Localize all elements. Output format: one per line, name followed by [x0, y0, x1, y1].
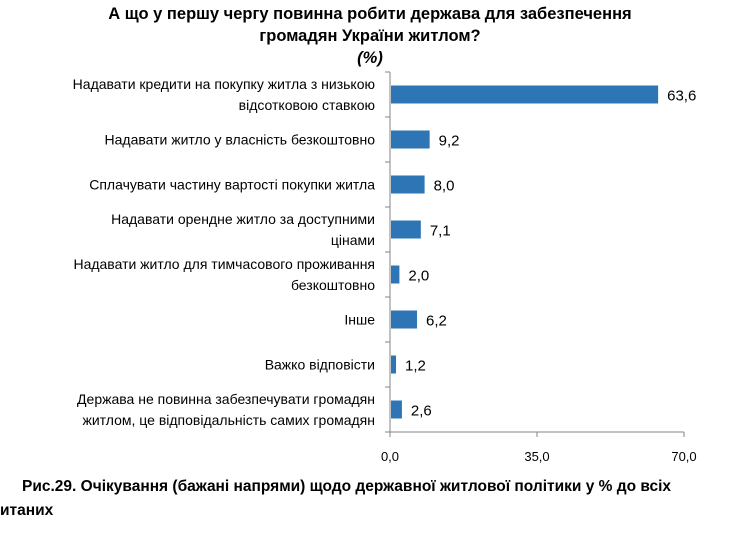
- category-label: Надавати житло у власність безкоштовно: [105, 132, 376, 148]
- bar: [391, 400, 402, 419]
- bar-value-label: 1,2: [405, 358, 426, 375]
- chart-title-line-1: А що у першу чергу повинна робити держав…: [108, 5, 632, 23]
- category-label: Надавати кредити на покупку житла з низь…: [73, 76, 375, 92]
- category-label: Надавати житло для тимчасового проживанн…: [73, 256, 375, 272]
- bar: [391, 355, 397, 374]
- bar: [391, 310, 418, 329]
- bar-value-label: 2,0: [408, 268, 429, 285]
- bar: [391, 130, 430, 149]
- x-tick-label: 70,0: [671, 449, 696, 464]
- bar: [391, 265, 400, 284]
- category-label: відсотковою ставкою: [239, 97, 375, 113]
- chart-title-unit: (%): [357, 49, 383, 67]
- bar-value-label: 63,6: [667, 88, 696, 105]
- category-label: безкоштовно: [291, 277, 375, 293]
- figure-caption-continued: итаних: [0, 502, 54, 519]
- bar: [391, 220, 421, 239]
- category-label: Сплачувати частину вартості покупки житл…: [89, 177, 375, 193]
- bar-value-label: 2,6: [411, 403, 432, 420]
- category-label: Інше: [344, 312, 375, 328]
- bar: [391, 85, 659, 104]
- category-label: Надавати орендне житло за доступними: [111, 211, 375, 227]
- figure-caption: Рис.29. Очікування (бажані напрями) щодо…: [22, 478, 672, 495]
- bar-value-label: 8,0: [434, 178, 455, 195]
- bar-value-label: 9,2: [439, 133, 460, 150]
- category-label: житлом, це відповідальність самих громад…: [82, 412, 375, 428]
- chart-title-line-2: громадян України житлом?: [259, 27, 481, 45]
- bar: [391, 175, 425, 194]
- bar-value-label: 6,2: [426, 313, 447, 330]
- category-label: цінами: [331, 232, 375, 248]
- category-label: Важко відповісти: [265, 357, 375, 373]
- x-tick-label: 0,0: [381, 449, 399, 464]
- bar-value-label: 7,1: [430, 223, 451, 240]
- category-label: Держава не повинна забезпечувати громадя…: [77, 391, 375, 407]
- x-tick-label: 35,0: [524, 449, 549, 464]
